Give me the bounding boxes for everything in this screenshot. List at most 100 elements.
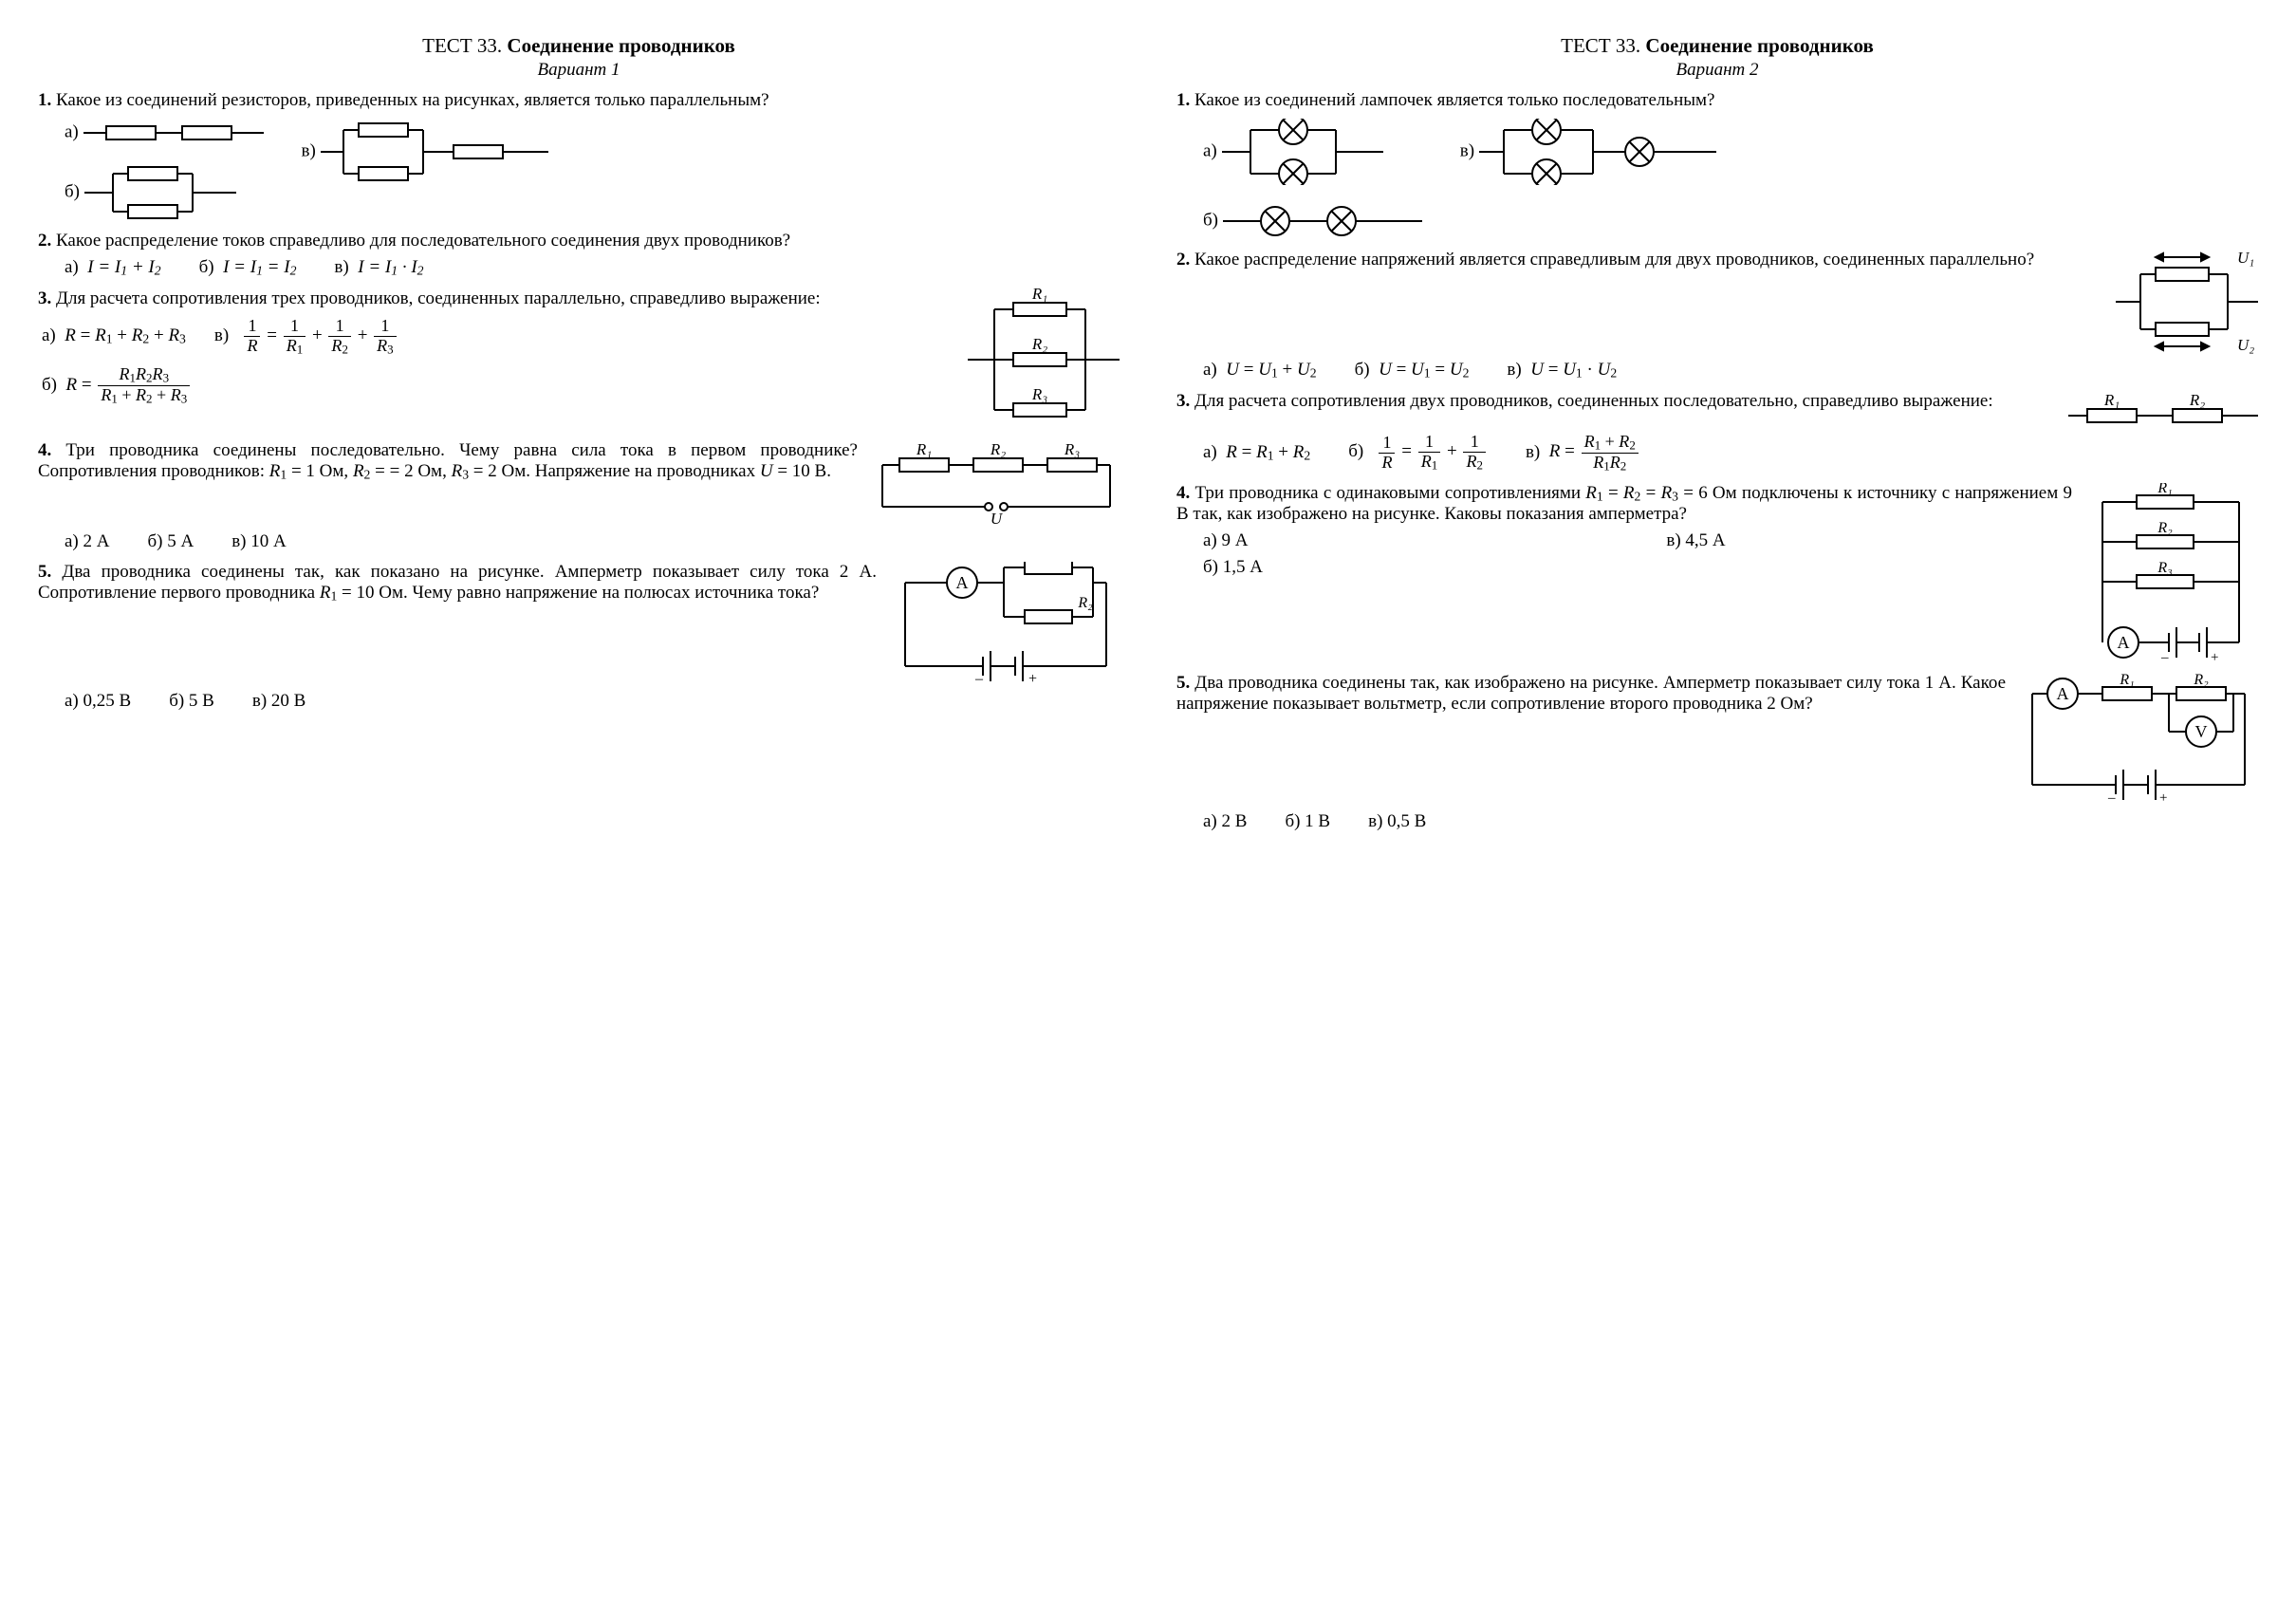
parallel-two-resistors-icon (84, 164, 236, 221)
opt-label: в) (1460, 140, 1474, 160)
q-text: Три проводника соединены последовательно… (38, 440, 858, 481)
q-text: Три проводника с одинаковыми сопротивлен… (1176, 483, 2072, 525)
formula: U = U1 + U2 (1222, 360, 1317, 380)
opt-label: а) (1203, 140, 1217, 160)
q-number: 3. (38, 288, 51, 308)
opt-label: б) (1203, 210, 1218, 230)
q3-opt-a: а) R = R1 + R2 (1203, 442, 1310, 464)
q2-opt-b: б) I = I1 = I2 (199, 257, 297, 279)
q1-opt-v: в) (1460, 119, 1716, 240)
series-three-circuit: R₁ R₂ R₃ U (873, 440, 1120, 526)
label-a: A (2118, 633, 2130, 652)
opt-label: в) (214, 325, 229, 345)
series-two-lamps-icon (1223, 202, 1422, 240)
q3-opt-v: в) 1R = 1R1 + 1R2 + 1R3 (214, 317, 398, 357)
q2-opt-a: а) U = U1 + U2 (1203, 360, 1317, 381)
q3-opt-b: б) R = R1R2R3 R1 + R2 + R3 (42, 375, 192, 395)
opt-label: б) (1348, 441, 1363, 461)
variant-1-column: ТЕСТ 33. Соединение проводников Вариант … (38, 28, 1120, 840)
q2-opt-v: в) U = U1 · U2 (1507, 360, 1617, 381)
q-number: 2. (1176, 250, 1190, 269)
title-right: ТЕСТ 33. Соединение проводников (1176, 34, 2258, 58)
q4-opt-a: а) 9 А (1203, 530, 1609, 551)
opt-label: б) (42, 375, 57, 395)
formula: R = R1 + R2 + R3 (61, 325, 186, 345)
opt-label: б) (65, 181, 80, 201)
opt-label: в) (334, 257, 348, 277)
opt-label: в) (302, 140, 316, 160)
q1-opt-b: б) (1203, 202, 1422, 240)
left-q5: 5. Два проводника соединены так, как пок… (38, 562, 1120, 712)
plus-icon: + (1028, 671, 1037, 685)
opt-label: а) (1203, 360, 1217, 380)
variant-2-label: Вариант 2 (1176, 60, 2258, 81)
opt-label: б) (1355, 360, 1370, 380)
q1-opt-b: б) (65, 164, 264, 221)
test-title: Соединение проводников (1645, 34, 1873, 57)
q-number: 2. (38, 231, 51, 251)
q5-opt-v: в) 0,5 В (1368, 811, 1426, 832)
label-r3: R₃ (1031, 385, 1047, 403)
q3-opt-v: в) R = R1 + R2 R1R2 (1526, 433, 1640, 474)
label-u2: U₂ (2237, 336, 2254, 354)
opt-label: б) (199, 257, 214, 277)
q1-opt-v: в) (302, 119, 548, 221)
q-number: 4. (1176, 483, 1190, 503)
formula: I = I1 + I2 (83, 257, 161, 277)
formula: R = R1 + R2 (1222, 442, 1311, 462)
q3-opt-a: а) R = R1 + R2 + R3 (42, 325, 186, 347)
test-title: Соединение проводников (507, 34, 734, 57)
q4-opt-b: б) 5 А (147, 531, 194, 552)
label-r2: R₂ (1031, 335, 1047, 353)
q3-opt-b: б) 1R = 1R1 + 1R2 (1348, 433, 1488, 473)
plus-icon: + (2159, 790, 2167, 806)
opt-label: а) (1203, 442, 1217, 462)
parallel-two-circuit: U₁ U₂ (2116, 250, 2258, 354)
opt-label: в) (1507, 360, 1521, 380)
q4-opt-v: в) 4,5 А (1666, 530, 2072, 551)
q4-opt-b: б) 1,5 А (1203, 557, 1609, 578)
plus-icon: + (2211, 650, 2218, 663)
q-number: 5. (1176, 673, 1190, 693)
parallel-two-lamps-icon (1222, 119, 1383, 185)
label-a: A (956, 573, 969, 592)
q2-opt-a: а) I = I1 + I2 (65, 257, 161, 279)
parallel-three-with-ammeter: R₁ R₂ R₃ A – + (2087, 483, 2258, 663)
q1-opt-a: а) (65, 119, 264, 147)
q4-opt-a: а) 2 А (65, 531, 109, 552)
formula: I = I1 · I2 (353, 257, 423, 277)
test-label: ТЕСТ 33. (422, 34, 502, 57)
q-text: Какое распределение напряжений является … (1194, 250, 2034, 269)
left-q3: 3. Для расчета сопротивления трех провод… (38, 288, 1120, 431)
q-text: Для расчета сопротивления двух проводник… (1194, 391, 1993, 411)
label-r3: R₃ (2157, 560, 2172, 576)
label-r1: R₁ (2103, 391, 2120, 409)
q5-opt-a: а) 2 В (1203, 811, 1247, 832)
page-root: ТЕСТ 33. Соединение проводников Вариант … (38, 28, 2258, 840)
q1-opt-a: а) (1203, 119, 1422, 185)
right-q3: 3. Для расчета сопротивления двух провод… (1176, 391, 2258, 474)
formula: 1R = 1R1 + 1R2 + 1R3 (233, 325, 398, 345)
right-q2: 2. Какое распределение напряжений являет… (1176, 250, 2258, 381)
mixed-resistors-icon (321, 119, 548, 185)
q-text: Для расчета сопротивления трех проводник… (56, 288, 821, 308)
formula: R = R1 + R2 R1R2 (1545, 441, 1640, 461)
left-q4: 4. Три проводника соединены последовател… (38, 440, 1120, 552)
label-r1: R₁ (2157, 483, 2172, 496)
minus-icon: – (2160, 650, 2169, 663)
q-number: 4. (38, 440, 51, 460)
label-r2: R₂ (990, 440, 1006, 458)
q2-opt-b: б) U = U1 = U2 (1355, 360, 1470, 381)
formula: U = U1 · U2 (1526, 360, 1617, 380)
opt-label: а) (65, 121, 79, 141)
formula: R = R1R2R3 R1 + R2 + R3 (62, 375, 193, 395)
opt-label: в) (1526, 441, 1540, 461)
q-number: 1. (38, 90, 51, 110)
title-left: ТЕСТ 33. Соединение проводников (38, 34, 1120, 58)
minus-icon: – (2107, 790, 2116, 806)
label-r2: R₂ (2189, 391, 2205, 409)
left-q1: 1. Какое из соединений резисторов, приве… (38, 90, 1120, 221)
ammeter-parallel-circuit: A R₁ R₂ – + (892, 562, 1120, 685)
label-u: U (991, 510, 1004, 526)
right-q5: 5. Два проводника соединены так, как изо… (1176, 673, 2258, 832)
